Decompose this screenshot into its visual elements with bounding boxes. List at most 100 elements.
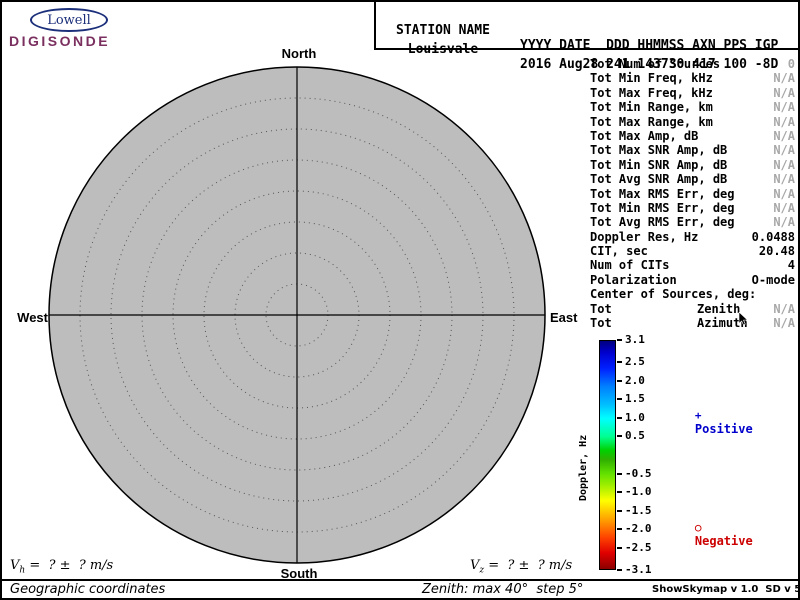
stat-value: N/A bbox=[773, 114, 795, 129]
stat-row: Center of Sources, deg: bbox=[590, 287, 796, 301]
stat-value: N/A bbox=[773, 172, 795, 187]
stat-label: CIT, sec bbox=[590, 244, 648, 259]
header-underline bbox=[374, 48, 798, 50]
compass-east-label: East bbox=[550, 310, 578, 325]
vertical-velocity-readout: Vz = ? ± ? m/s bbox=[470, 558, 572, 576]
stat-value: N/A bbox=[773, 186, 795, 201]
compass-south-label: South bbox=[280, 566, 318, 581]
stat-value: N/A bbox=[773, 200, 795, 215]
stat-label: Tot Min Range, km bbox=[590, 100, 713, 115]
station-name-value: Louisvale bbox=[407, 42, 479, 57]
colorbar-tick-label: -2.0 bbox=[625, 522, 652, 536]
stat-label: Tot Max Freq, kHz bbox=[590, 85, 713, 100]
stat-row: Tot Azimuth N/A bbox=[590, 316, 796, 330]
colorbar-tick-label: -3.1 bbox=[625, 563, 652, 576]
vz-subscript: z bbox=[479, 565, 485, 576]
stat-row: Tot Max Amp, dB N/A bbox=[590, 129, 796, 143]
colorbar-tick bbox=[617, 361, 622, 364]
stat-label: Tot Max SNR Amp, dB bbox=[590, 143, 728, 158]
colorbar-tick bbox=[617, 509, 622, 512]
stat-label: Tot bbox=[590, 301, 612, 316]
zenith-scale-caption: Zenith: max 40° step 5° bbox=[422, 582, 584, 597]
stat-value: N/A bbox=[773, 143, 795, 158]
stat-value: N/A bbox=[773, 128, 795, 143]
colorbar-tick-label: -1.0 bbox=[625, 485, 652, 499]
stat-value: O-mode bbox=[751, 272, 795, 287]
colorbar-tick-label: 2.5 bbox=[625, 355, 645, 369]
stat-value: N/A bbox=[773, 301, 795, 316]
stat-sublabel: Zenith bbox=[697, 301, 741, 316]
header-columns-value: 2016 Aug28 241 143730 417 100 -8D bbox=[520, 57, 779, 72]
stat-label: Tot Max Range, km bbox=[590, 114, 713, 129]
stat-label: Tot Max Amp, dB bbox=[590, 128, 699, 143]
negative-label-text: Negative bbox=[694, 534, 753, 548]
coordinates-caption: Geographic coordinates bbox=[10, 582, 166, 597]
stat-sublabel: Azimuth bbox=[697, 316, 748, 331]
colorbar-tick bbox=[617, 546, 622, 549]
stat-label: Tot Avg RMS Err, deg bbox=[590, 215, 735, 230]
stat-row: Tot Max RMS Err, deg N/A bbox=[590, 187, 796, 201]
stat-row: Tot Zenith N/A bbox=[590, 302, 796, 316]
stat-value: N/A bbox=[773, 85, 795, 100]
stat-label: Center of Sources, deg: bbox=[590, 287, 757, 302]
stat-label: Doppler Res, Hz bbox=[590, 229, 699, 244]
stat-value: N/A bbox=[773, 71, 795, 86]
horizontal-velocity-readout: Vh = ? ± ? m/s bbox=[10, 558, 113, 576]
plus-marker-icon: + bbox=[694, 409, 702, 422]
mouse-cursor-icon bbox=[738, 312, 749, 326]
colorbar-tick bbox=[617, 569, 622, 571]
colorbar-tick bbox=[617, 435, 622, 438]
stat-label: Tot Min RMS Err, deg bbox=[590, 200, 735, 215]
colorbar-tick bbox=[617, 339, 622, 341]
stat-row: Num of CITs 4 bbox=[590, 258, 796, 272]
doppler-colorbar bbox=[599, 340, 616, 570]
stat-row: Tot Max SNR Amp, dB N/A bbox=[590, 143, 796, 157]
stat-value: N/A bbox=[773, 316, 795, 331]
stat-label: Num of CITs bbox=[590, 258, 670, 273]
compass-west-label: West bbox=[17, 310, 48, 325]
stat-value: 0 bbox=[787, 57, 795, 71]
vh-subscript: h bbox=[19, 565, 26, 576]
vz-value: = ? ± ? m/s bbox=[484, 558, 573, 573]
stat-label: Tot Min Freq, kHz bbox=[590, 71, 713, 86]
stat-row: Tot Max Range, km N/A bbox=[590, 115, 796, 129]
stat-row: Tot Min Freq, kHz N/A bbox=[590, 71, 796, 85]
colorbar-tick bbox=[617, 491, 622, 494]
stat-row: Tot Min SNR Amp, dB N/A bbox=[590, 158, 796, 172]
colorbar-tick bbox=[617, 528, 622, 531]
colorbar-tick bbox=[617, 472, 622, 475]
stat-row: Tot Num of Sources 0 bbox=[590, 57, 796, 71]
stat-label: Tot Min SNR Amp, dB bbox=[590, 157, 728, 172]
colorbar-tick-label: 1.0 bbox=[625, 410, 645, 424]
vh-symbol: V bbox=[10, 558, 20, 573]
colorbar-tick-label: 3.1 bbox=[625, 333, 645, 346]
stat-row: Doppler Res, Hz 0.0488 bbox=[590, 230, 796, 244]
stat-row: CIT, sec 20.48 bbox=[590, 244, 796, 258]
stat-label: Tot Max RMS Err, deg bbox=[590, 186, 735, 201]
colorbar-tick bbox=[617, 398, 622, 401]
stat-label: Tot bbox=[590, 316, 612, 331]
vh-value: = ? ± ? m/s bbox=[25, 558, 114, 573]
stat-row: Tot Min RMS Err, deg N/A bbox=[590, 201, 796, 215]
stat-value: N/A bbox=[773, 100, 795, 115]
compass-north-label: North bbox=[281, 46, 317, 61]
logo-subname: DIGISONDE bbox=[9, 33, 111, 49]
stat-label: Tot Avg SNR Amp, dB bbox=[590, 172, 728, 187]
circle-marker-icon: ○ bbox=[694, 521, 702, 534]
header-vertical-divider bbox=[374, 2, 376, 49]
colorbar-tick-label: -1.5 bbox=[625, 503, 652, 517]
stats-panel: Tot Num of Sources 0 Tot Min Freq, kHz N/A T… bbox=[590, 57, 796, 330]
positive-label-text: Positive bbox=[694, 422, 753, 436]
software-version-label: ShowSkymap v 1.0 SD v 5.1 bbox=[652, 584, 800, 595]
colorbar-tick-label: 2.0 bbox=[625, 373, 645, 387]
skymap-polar-plot bbox=[48, 66, 546, 564]
stat-row: Tot Min Range, km N/A bbox=[590, 100, 796, 114]
stat-label: Tot Num of Sources bbox=[590, 57, 721, 71]
stat-value: 0.0488 bbox=[751, 229, 795, 244]
stat-row: Polarization O-mode bbox=[590, 273, 796, 287]
colorbar-tick-label: 1.5 bbox=[625, 392, 645, 406]
negative-doppler-legend: ○ Negative bbox=[666, 506, 753, 562]
footer-divider bbox=[2, 579, 798, 581]
stat-value: 4 bbox=[787, 258, 795, 273]
